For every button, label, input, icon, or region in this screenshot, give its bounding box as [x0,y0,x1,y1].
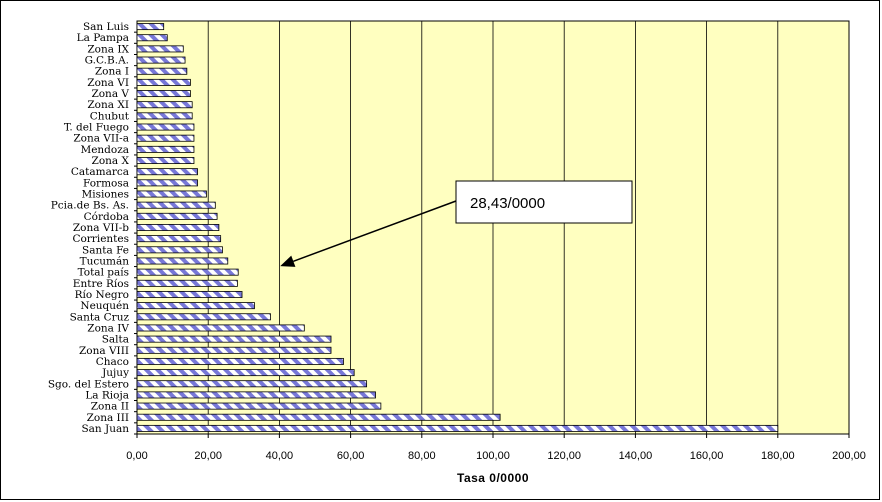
annotation-callout: 28,43/0000 [280,180,633,267]
category-label: Pcia.de Bs. As. [51,200,129,212]
bar [136,402,382,410]
bar [136,201,216,209]
bar [136,67,188,75]
x-tick-label: 180,00 [761,450,795,462]
bar [136,268,239,276]
x-tick-label: 80,00 [408,450,436,462]
category-label: La Pampa [77,32,129,44]
bar [136,123,195,131]
x-tick-label: 40,00 [266,450,294,462]
x-tick-label: 120,00 [547,450,581,462]
category-label: Entre Ríos [73,278,129,290]
category-label: Formosa [83,177,129,189]
category-label: Zona VIII [79,345,129,357]
category-label: Jujuy [101,367,129,379]
category-label: Chubut [90,110,130,122]
bar [136,112,193,120]
x-tick-label: 100,00 [476,450,510,462]
category-label: T. del Fuego [64,122,129,134]
x-tick-label: 200,00 [832,450,866,462]
x-tick-label: 160,00 [690,450,724,462]
category-label: Zona I [95,66,129,78]
bar [136,335,332,343]
bar [136,145,195,153]
bar [136,291,243,298]
bar [136,324,305,332]
gridlines [136,21,850,438]
category-label: Corrientes [72,233,129,245]
x-tick-label: 60,00 [337,450,365,462]
x-tick-label: 140,00 [619,450,653,462]
category-label: San Juan [81,423,129,435]
category-label: Zona IV [87,322,129,334]
bar [136,380,368,388]
category-label: Zona IX [87,43,129,55]
category-label: Zona III [87,412,129,424]
bar [136,212,218,220]
category-label: Tucumán [80,255,130,267]
bar [136,90,191,98]
category-label: G.C.B.A. [85,55,129,67]
category-label: Santa Fe [82,244,129,256]
category-label: Salta [102,334,129,346]
bar [136,391,376,399]
category-label: Zona VII-b [73,222,129,234]
bar [136,279,238,287]
bar [136,45,184,53]
category-label: Catamarca [71,166,129,178]
bar [136,346,332,354]
x-tick-labels: 0,00 20,00 40,00 60,00 80,00 100,00 120,00 140,… [126,450,866,462]
bar [136,157,195,164]
bar [136,357,344,365]
bar [136,23,165,31]
annotation-box [455,180,633,224]
bar [136,168,198,176]
bar [136,224,220,231]
bar [136,257,229,265]
category-label: Mendoza [80,144,129,156]
category-label: Zona VII-a [73,133,129,145]
bars [136,23,779,432]
x-axis-title: Tasa 0/0000 [457,471,529,485]
category-label: Neuquén [80,300,129,312]
annotation-arrowhead [280,255,296,267]
bar [136,413,501,421]
bar [136,369,355,377]
category-label: Río Negro [75,289,129,301]
category-label: Sgo. del Estero [48,378,129,390]
category-label: Santa Cruz [70,311,130,323]
annotation-text: 28,43/0000 [470,195,545,212]
category-label: Zona V [91,88,129,100]
bar [136,246,223,254]
annotation-arrow [293,200,457,262]
category-label: Zona II [91,401,129,413]
bar [136,235,222,243]
category-label: Zona XI [87,99,129,111]
bar [136,190,207,198]
bar [136,34,168,42]
bar [136,134,195,142]
x-tick-label: 20,00 [194,450,222,462]
bar [136,179,198,187]
bar [136,56,186,64]
x-tick-label: 0,00 [126,450,147,462]
bar [136,101,193,109]
category-label: Córdoba [84,211,129,223]
category-label: San Luis [83,21,129,33]
category-label: Zona VI [87,77,129,89]
category-label: Total país [78,267,129,279]
bar [136,302,255,310]
category-label: Misiones [81,189,129,201]
bar [136,313,271,321]
category-label: La Rioja [85,389,129,401]
category-label: Chaco [96,356,129,368]
bar [136,424,779,432]
bar [136,78,191,86]
category-label: Zona X [92,155,130,167]
